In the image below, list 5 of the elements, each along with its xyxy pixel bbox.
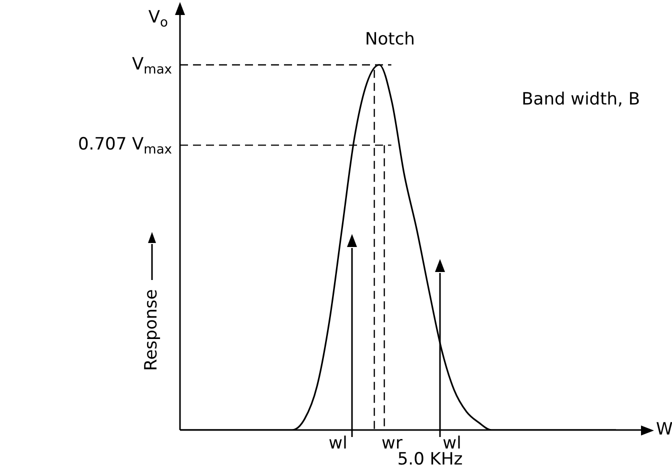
x-axis-title: W <box>656 419 672 440</box>
y-axis-title: Response <box>141 289 162 371</box>
text: wl <box>328 433 348 454</box>
annotation: Band width, B <box>522 89 640 110</box>
text: Notch <box>365 29 415 50</box>
